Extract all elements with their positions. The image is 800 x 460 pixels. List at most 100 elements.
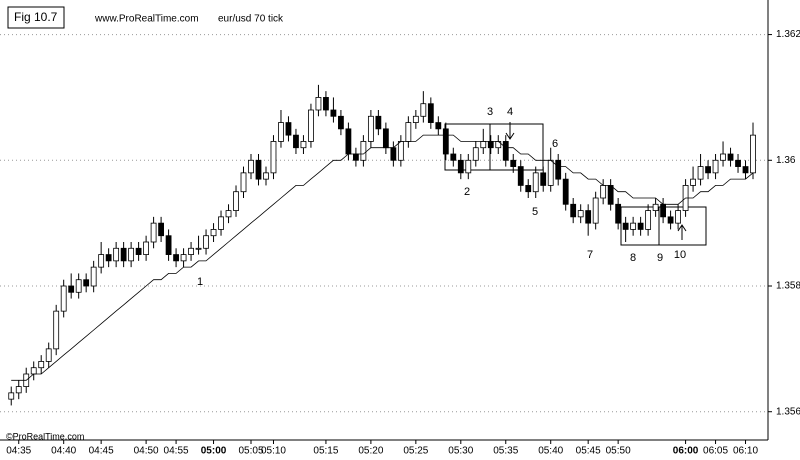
candle-body xyxy=(442,128,449,155)
candle-body xyxy=(652,203,659,211)
x-tick-label: 04:40 xyxy=(51,446,76,457)
x-tick-label: 05:05 xyxy=(238,446,263,457)
candle-body xyxy=(360,141,367,161)
candle-body xyxy=(263,172,269,180)
candle-body xyxy=(547,159,554,186)
candle-body xyxy=(285,122,292,136)
y-tick-label: 1.362 xyxy=(776,29,800,40)
moving-average xyxy=(11,134,754,381)
candle-body xyxy=(600,185,607,199)
candle-body xyxy=(637,222,644,230)
annotation: 2 xyxy=(464,186,470,198)
x-tick-label: 05:30 xyxy=(448,446,473,457)
x-tick-label: 04:45 xyxy=(89,446,114,457)
candle-body xyxy=(472,147,479,161)
candle-body xyxy=(180,254,187,262)
figure-label-box xyxy=(7,6,65,29)
x-tick-label: 06:00 xyxy=(673,446,699,457)
candle-body xyxy=(38,361,45,369)
candle-body xyxy=(420,103,427,117)
candle-body xyxy=(225,210,232,218)
candle-body xyxy=(555,159,562,180)
candle-body xyxy=(330,109,337,117)
candle-body xyxy=(367,115,374,142)
annotation: 5 xyxy=(532,206,538,218)
x-tick-label: 05:40 xyxy=(538,446,563,457)
candle-body xyxy=(675,210,681,224)
candle-body xyxy=(457,159,464,174)
candle-body xyxy=(630,222,637,230)
candle-body xyxy=(315,97,322,111)
x-tick-label: 05:10 xyxy=(261,446,286,457)
x-tick-label: 04:55 xyxy=(164,446,189,457)
candle-body xyxy=(8,392,15,400)
annotation: 9 xyxy=(657,252,663,264)
candle-body xyxy=(517,166,524,186)
candle-body xyxy=(450,153,457,161)
x-tick-label: 05:50 xyxy=(606,446,631,457)
x-tick-label: 06:10 xyxy=(733,446,758,457)
candle-body xyxy=(90,266,97,287)
annotation: 10 xyxy=(674,249,686,261)
x-tick-label: 05:15 xyxy=(313,446,338,457)
candle-body xyxy=(412,115,419,123)
candle-body xyxy=(255,159,262,180)
candle-body xyxy=(158,222,164,237)
candle-body xyxy=(75,279,82,293)
candle-body xyxy=(233,191,239,211)
y-tick-label: 1.358 xyxy=(776,281,800,292)
candle-body xyxy=(405,122,412,142)
candle-body xyxy=(607,185,614,205)
candle-body xyxy=(487,141,494,149)
down-arrow xyxy=(505,122,515,140)
candle-body xyxy=(622,222,629,230)
candle-body xyxy=(293,134,299,149)
candle-body xyxy=(120,247,127,262)
candle-body xyxy=(750,134,756,174)
candle-body xyxy=(532,172,539,193)
candle-body xyxy=(143,241,150,255)
candle-body xyxy=(697,166,704,180)
candle-body xyxy=(15,386,22,394)
x-tick-label: 05:45 xyxy=(576,446,601,457)
x-tick-label: 04:50 xyxy=(134,446,159,457)
candle-body xyxy=(278,122,284,142)
candle-body xyxy=(30,367,37,375)
candle-body xyxy=(150,222,157,243)
candle-body xyxy=(248,159,254,174)
candle-body xyxy=(570,203,577,218)
candle-body xyxy=(705,166,711,174)
candle-body xyxy=(203,235,209,249)
annotation: 6 xyxy=(552,138,558,150)
candle-body xyxy=(270,141,277,174)
candle-body xyxy=(480,141,487,149)
candle-body xyxy=(465,159,472,174)
candle-body xyxy=(218,216,224,230)
candle-body xyxy=(540,172,547,186)
x-tick-label: 05:25 xyxy=(403,446,428,457)
candle-body xyxy=(353,153,359,161)
candle-body xyxy=(660,203,667,218)
candle-body xyxy=(345,128,352,155)
candle-body xyxy=(562,178,569,205)
candle-body xyxy=(135,247,142,255)
candle-body xyxy=(727,153,734,161)
candle-body xyxy=(68,285,75,293)
candle-body xyxy=(735,159,741,167)
source: www.ProRealTime.com xyxy=(94,14,199,25)
candle-body xyxy=(645,210,652,230)
candle-body xyxy=(308,109,314,142)
candle-body xyxy=(435,122,442,130)
candle-body xyxy=(240,172,247,193)
candle-body xyxy=(53,310,60,350)
chart-title: eur/usd 70 tick xyxy=(218,14,284,25)
candle-body xyxy=(397,141,404,161)
candle-body xyxy=(742,166,749,174)
candle-body xyxy=(300,141,307,149)
candle-body xyxy=(720,153,726,161)
annotation: 1 xyxy=(197,276,203,288)
candle-body xyxy=(338,115,344,130)
x-tick-label: 06:05 xyxy=(703,446,728,457)
